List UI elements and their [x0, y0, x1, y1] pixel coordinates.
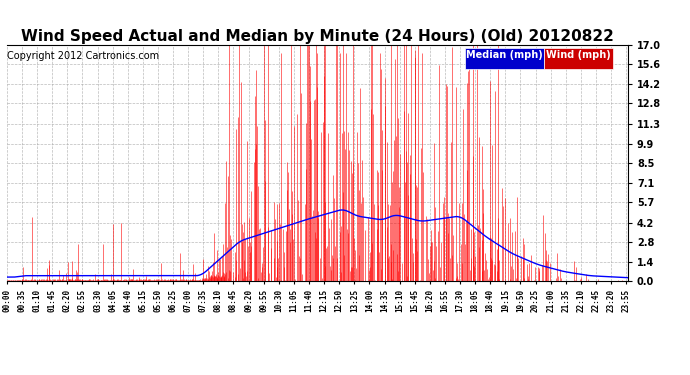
Text: Median (mph): Median (mph)	[466, 50, 543, 60]
Text: Median (mph) Wind (mph): Median (mph) Wind (mph)	[471, 53, 622, 63]
Text: Wind (mph): Wind (mph)	[546, 50, 611, 60]
Text: Copyright 2012 Cartronics.com: Copyright 2012 Cartronics.com	[7, 51, 159, 61]
Title: Wind Speed Actual and Median by Minute (24 Hours) (Old) 20120822: Wind Speed Actual and Median by Minute (…	[21, 29, 614, 44]
